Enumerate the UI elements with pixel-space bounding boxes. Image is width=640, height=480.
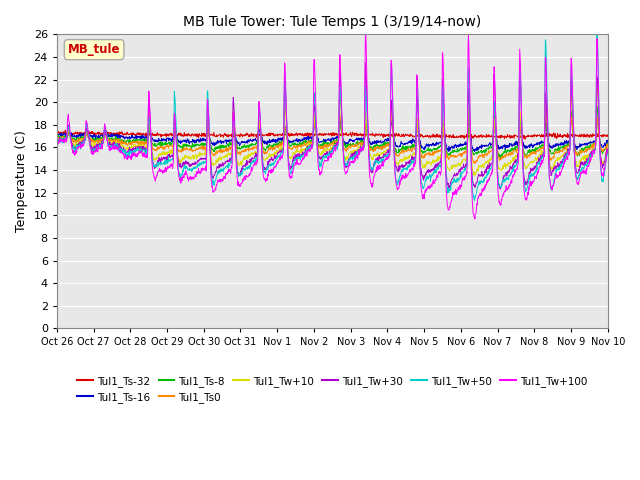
Tul1_Tw+30 xyxy=(497,186,504,192)
Line: Tul1_Ts0: Tul1_Ts0 xyxy=(57,103,608,164)
Tul1_Tw+50 xyxy=(539,155,547,160)
Tul1_Ts0 xyxy=(162,144,170,150)
Tul1_Tw+100 xyxy=(53,140,61,146)
Tul1_Ts-16 xyxy=(539,139,547,145)
Tul1_Tw+30 xyxy=(162,158,170,164)
Text: MB_tule: MB_tule xyxy=(68,43,120,56)
Tul1_Tw+100 xyxy=(175,176,183,182)
Tul1_Ts-16 xyxy=(604,138,612,144)
Tul1_Ts-8 xyxy=(237,145,245,151)
Tul1_Ts0 xyxy=(53,137,61,143)
Tul1_Tw+10 xyxy=(593,84,601,89)
Tul1_Tw+30 xyxy=(362,60,369,66)
Tul1_Ts-32 xyxy=(163,134,170,140)
Tul1_Tw+30 xyxy=(604,146,612,152)
Tul1_Ts-8 xyxy=(175,144,183,149)
Tul1_Ts-16 xyxy=(471,149,479,155)
Tul1_Tw+50 xyxy=(237,171,245,177)
Tul1_Ts-32 xyxy=(176,132,184,137)
Legend: Tul1_Ts-32, Tul1_Ts-16, Tul1_Ts-8, Tul1_Ts0, Tul1_Tw+10, Tul1_Tw+30, Tul1_Tw+50,: Tul1_Ts-32, Tul1_Ts-16, Tul1_Ts-8, Tul1_… xyxy=(73,372,591,407)
Tul1_Tw+100 xyxy=(604,147,612,153)
Tul1_Ts0 xyxy=(418,155,426,160)
Tul1_Ts0 xyxy=(490,121,498,127)
Tul1_Tw+100 xyxy=(471,216,479,222)
Tul1_Tw+30 xyxy=(237,168,245,173)
Tul1_Tw+100 xyxy=(237,180,245,186)
Tul1_Ts-16 xyxy=(418,144,426,150)
Tul1_Ts-8 xyxy=(497,155,504,160)
Tul1_Ts-32 xyxy=(540,132,547,138)
Line: Tul1_Tw+50: Tul1_Tw+50 xyxy=(57,35,608,200)
Y-axis label: Temperature (C): Temperature (C) xyxy=(15,131,28,232)
Tul1_Tw+10 xyxy=(604,147,612,153)
Tul1_Tw+100 xyxy=(540,158,547,164)
Line: Tul1_Ts-32: Tul1_Ts-32 xyxy=(57,131,608,139)
Tul1_Ts0 xyxy=(471,161,479,167)
Tul1_Tw+30 xyxy=(490,71,498,77)
Tul1_Ts-8 xyxy=(539,143,547,149)
Tul1_Tw+10 xyxy=(53,137,61,143)
Tul1_Tw+10 xyxy=(418,160,426,166)
Line: Tul1_Tw+100: Tul1_Tw+100 xyxy=(57,35,608,219)
Tul1_Ts0 xyxy=(237,150,245,156)
Tul1_Ts-16 xyxy=(53,132,61,137)
Tul1_Ts-16 xyxy=(567,113,575,119)
Tul1_Ts-32 xyxy=(604,132,612,137)
Tul1_Ts-32 xyxy=(521,136,529,142)
Tul1_Ts-32 xyxy=(237,132,245,138)
Tul1_Tw+100 xyxy=(419,191,426,197)
Tul1_Ts0 xyxy=(604,145,612,151)
Tul1_Tw+50 xyxy=(53,139,61,144)
Tul1_Ts-8 xyxy=(53,133,61,139)
Tul1_Tw+100 xyxy=(362,32,369,37)
Tul1_Ts-32 xyxy=(419,133,426,139)
Tul1_Tw+100 xyxy=(162,169,170,175)
Tul1_Ts-16 xyxy=(237,140,245,145)
Tul1_Ts-16 xyxy=(490,124,498,130)
Tul1_Ts-8 xyxy=(162,141,170,146)
Tul1_Tw+100 xyxy=(491,69,499,75)
Tul1_Ts-16 xyxy=(162,136,170,142)
Line: Tul1_Tw+30: Tul1_Tw+30 xyxy=(57,63,608,189)
Tul1_Ts-8 xyxy=(490,116,497,122)
Tul1_Ts0 xyxy=(541,100,549,106)
Tul1_Tw+50 xyxy=(593,32,600,37)
Tul1_Ts-8 xyxy=(418,149,426,155)
Tul1_Tw+30 xyxy=(175,163,183,169)
Tul1_Tw+10 xyxy=(539,149,547,155)
Tul1_Tw+50 xyxy=(471,197,479,203)
Tul1_Tw+10 xyxy=(162,152,170,157)
Tul1_Ts-32 xyxy=(490,133,498,139)
Line: Tul1_Ts-8: Tul1_Ts-8 xyxy=(57,106,608,157)
Tul1_Tw+50 xyxy=(175,173,183,179)
Title: MB Tule Tower: Tule Temps 1 (3/19/14-now): MB Tule Tower: Tule Temps 1 (3/19/14-now… xyxy=(183,15,481,29)
Tul1_Ts-8 xyxy=(593,103,601,109)
Tul1_Tw+10 xyxy=(472,173,479,179)
Tul1_Tw+50 xyxy=(490,98,498,104)
Tul1_Ts0 xyxy=(539,144,547,150)
Tul1_Tw+50 xyxy=(604,149,612,155)
Tul1_Ts-16 xyxy=(175,138,183,144)
Tul1_Tw+30 xyxy=(540,152,547,158)
Tul1_Ts-32 xyxy=(53,131,61,136)
Tul1_Tw+50 xyxy=(418,180,426,186)
Tul1_Tw+10 xyxy=(237,158,245,164)
Tul1_Ts-32 xyxy=(61,128,69,133)
Tul1_Tw+50 xyxy=(162,161,170,167)
Tul1_Tw+10 xyxy=(490,115,498,121)
Tul1_Tw+30 xyxy=(419,172,426,178)
Line: Tul1_Tw+10: Tul1_Tw+10 xyxy=(57,86,608,176)
Tul1_Tw+30 xyxy=(53,137,61,143)
Line: Tul1_Ts-16: Tul1_Ts-16 xyxy=(57,116,608,152)
Tul1_Ts0 xyxy=(175,148,183,154)
Tul1_Tw+10 xyxy=(175,156,183,162)
Tul1_Ts-8 xyxy=(604,143,612,148)
